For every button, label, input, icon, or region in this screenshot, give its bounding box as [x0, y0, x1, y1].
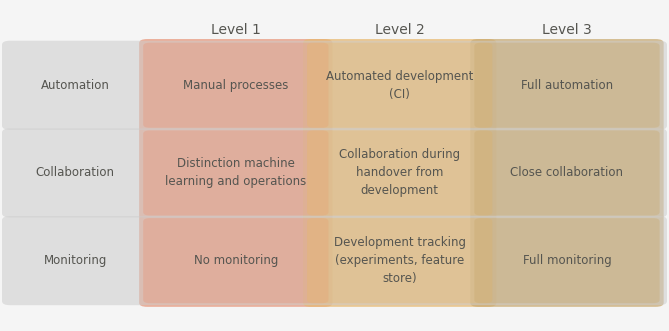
FancyBboxPatch shape — [143, 130, 328, 215]
Text: Manual processes: Manual processes — [183, 79, 288, 92]
FancyBboxPatch shape — [139, 39, 332, 307]
FancyBboxPatch shape — [307, 130, 492, 215]
Text: Level 2: Level 2 — [375, 23, 425, 37]
Text: Collaboration during
handover from
development: Collaboration during handover from devel… — [339, 148, 460, 198]
Text: Close collaboration: Close collaboration — [510, 166, 624, 179]
FancyBboxPatch shape — [2, 41, 667, 130]
Text: Automated development
(CI): Automated development (CI) — [326, 70, 474, 101]
Text: Level 1: Level 1 — [211, 23, 261, 37]
Text: Distinction machine
learning and operations: Distinction machine learning and operati… — [165, 158, 306, 188]
Text: Full automation: Full automation — [521, 79, 613, 92]
FancyBboxPatch shape — [2, 216, 667, 305]
FancyBboxPatch shape — [2, 128, 667, 217]
FancyBboxPatch shape — [470, 39, 664, 307]
Text: Level 3: Level 3 — [542, 23, 592, 37]
Text: Development tracking
(experiments, feature
store): Development tracking (experiments, featu… — [334, 236, 466, 285]
FancyBboxPatch shape — [307, 43, 492, 128]
Text: Automation: Automation — [41, 79, 110, 92]
Text: Full monitoring: Full monitoring — [522, 254, 611, 267]
FancyBboxPatch shape — [303, 39, 496, 307]
Text: No monitoring: No monitoring — [193, 254, 278, 267]
FancyBboxPatch shape — [143, 43, 328, 128]
FancyBboxPatch shape — [143, 218, 328, 303]
FancyBboxPatch shape — [474, 43, 660, 128]
Text: Collaboration: Collaboration — [35, 166, 115, 179]
FancyBboxPatch shape — [474, 130, 660, 215]
FancyBboxPatch shape — [307, 218, 492, 303]
Text: Monitoring: Monitoring — [43, 254, 107, 267]
FancyBboxPatch shape — [474, 218, 660, 303]
